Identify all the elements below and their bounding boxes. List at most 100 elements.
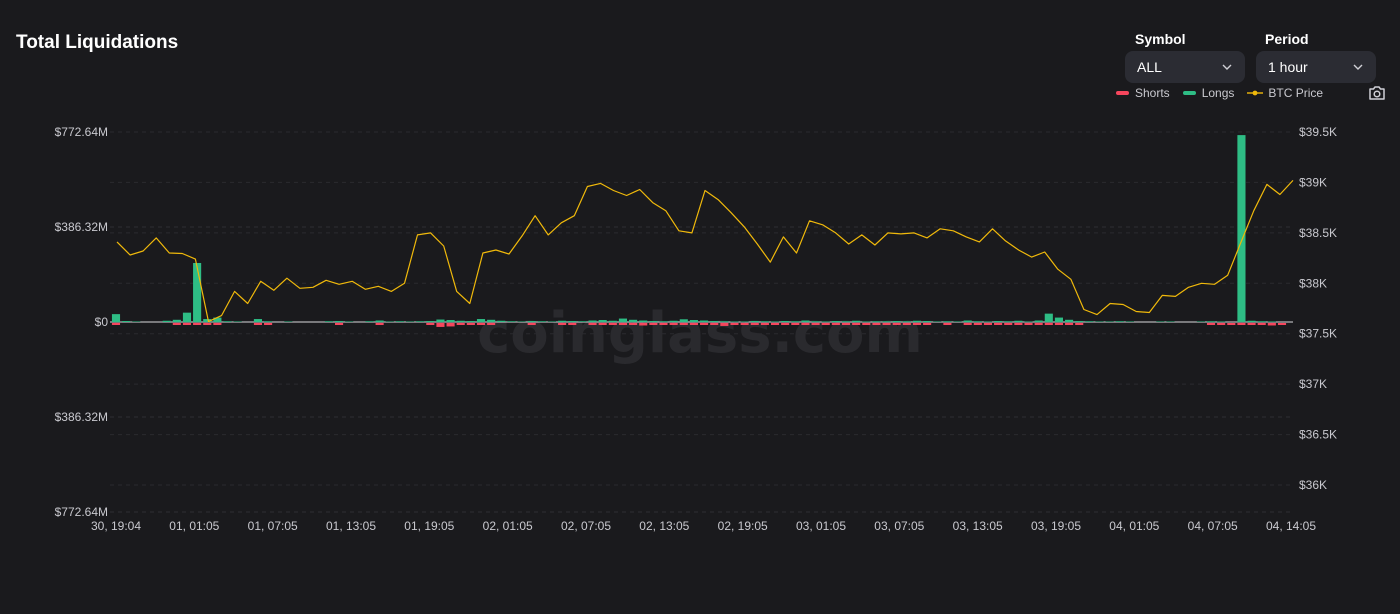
long-bar	[598, 320, 607, 322]
short-bar	[527, 323, 536, 325]
long-bar	[558, 320, 567, 322]
short-bar	[862, 323, 871, 325]
short-bar	[639, 323, 648, 326]
short-bar	[1267, 323, 1276, 326]
short-bar	[973, 323, 982, 325]
long-bar	[1044, 313, 1053, 322]
long-bar	[629, 319, 638, 322]
short-bar	[770, 323, 780, 325]
short-bar	[689, 323, 698, 325]
short-bar	[253, 323, 263, 325]
short-bar	[872, 323, 881, 325]
short-bar	[182, 323, 192, 325]
long-bar	[537, 321, 546, 322]
short-bar	[456, 323, 465, 325]
y-right-tick-label: $37.5K	[1299, 327, 1337, 341]
y-right-tick-label: $38.5K	[1299, 226, 1337, 240]
short-bar	[912, 323, 922, 325]
x-tick-label: 30, 19:04	[91, 519, 141, 533]
symbol-select[interactable]: ALL	[1125, 51, 1245, 83]
long-bar	[882, 321, 891, 322]
long-bar	[324, 321, 333, 322]
short-bar	[446, 323, 455, 327]
legend-item-longs[interactable]: Longs	[1182, 86, 1234, 100]
symbol-label: Symbol	[1135, 31, 1186, 47]
short-bar	[811, 323, 820, 325]
long-bar	[994, 321, 1003, 322]
long-bar	[973, 321, 982, 322]
long-bar	[963, 320, 972, 322]
short-bar	[750, 323, 759, 325]
short-bar	[213, 323, 222, 325]
short-bar	[193, 323, 202, 325]
x-tick-label: 03, 13:05	[953, 519, 1003, 533]
long-bar	[669, 320, 678, 322]
long-bar	[1206, 321, 1216, 322]
long-bar	[1247, 320, 1256, 322]
long-bar	[1014, 320, 1023, 322]
period-label: Period	[1265, 31, 1309, 47]
long-bar	[588, 320, 597, 322]
short-bar	[791, 323, 800, 325]
short-bar	[700, 323, 709, 325]
x-tick-label: 02, 01:05	[483, 519, 533, 533]
short-bar	[1227, 323, 1236, 325]
short-bar	[1014, 323, 1023, 325]
short-bar	[375, 323, 384, 325]
long-bar	[193, 262, 202, 322]
long-bar	[578, 321, 587, 322]
long-bar	[466, 321, 475, 322]
x-tick-label: 04, 01:05	[1109, 519, 1159, 533]
short-bar	[335, 323, 344, 325]
short-bar	[892, 323, 901, 325]
short-bar	[588, 323, 597, 325]
short-bar	[720, 323, 729, 326]
short-bar	[649, 323, 658, 325]
chevron-down-icon	[1222, 64, 1232, 70]
x-tick-label: 01, 01:05	[169, 519, 219, 533]
short-bar	[821, 323, 830, 325]
short-bar	[659, 323, 668, 325]
short-bar	[426, 323, 435, 325]
short-bar	[943, 323, 952, 325]
long-bar	[872, 321, 881, 322]
y-right-tick-label: $38K	[1299, 276, 1327, 290]
short-bar	[1237, 323, 1246, 325]
short-bar	[1257, 323, 1266, 325]
y-right-tick-label: $36.5K	[1299, 428, 1337, 442]
short-bar	[608, 323, 617, 325]
y-right-tick-label: $37K	[1299, 377, 1327, 391]
long-bar	[182, 312, 192, 322]
long-bar	[1257, 321, 1266, 322]
long-bar	[649, 321, 658, 322]
short-bar	[882, 323, 891, 325]
long-bar	[912, 320, 922, 322]
x-tick-label: 01, 07:05	[248, 519, 298, 533]
short-bar	[476, 323, 486, 325]
long-bar	[335, 321, 344, 322]
short-bar	[203, 323, 212, 325]
x-tick-label: 02, 13:05	[639, 519, 689, 533]
legend-item-shorts[interactable]: Shorts	[1116, 86, 1170, 100]
y-right-tick-label: $39.5K	[1299, 125, 1337, 139]
long-bar	[527, 321, 536, 322]
short-bar	[264, 323, 273, 325]
long-bar	[122, 321, 131, 322]
short-bar	[1277, 323, 1287, 325]
period-select[interactable]: 1 hour	[1256, 51, 1376, 83]
short-bar	[111, 323, 121, 325]
long-bar	[720, 321, 729, 322]
short-bar	[1217, 323, 1226, 325]
camera-icon[interactable]	[1368, 85, 1386, 101]
long-bar	[395, 321, 404, 322]
long-bar	[507, 321, 516, 322]
short-bar	[831, 323, 840, 325]
long-bar	[801, 320, 810, 322]
short-bar	[781, 323, 790, 325]
x-tick-label: 02, 07:05	[561, 519, 611, 533]
short-bar	[568, 323, 577, 325]
symbol-select-value: ALL	[1137, 59, 1162, 75]
legend-item-btc-price[interactable]: BTC Price	[1247, 86, 1323, 100]
page-title: Total Liquidations	[16, 32, 179, 53]
long-bar	[162, 320, 171, 322]
